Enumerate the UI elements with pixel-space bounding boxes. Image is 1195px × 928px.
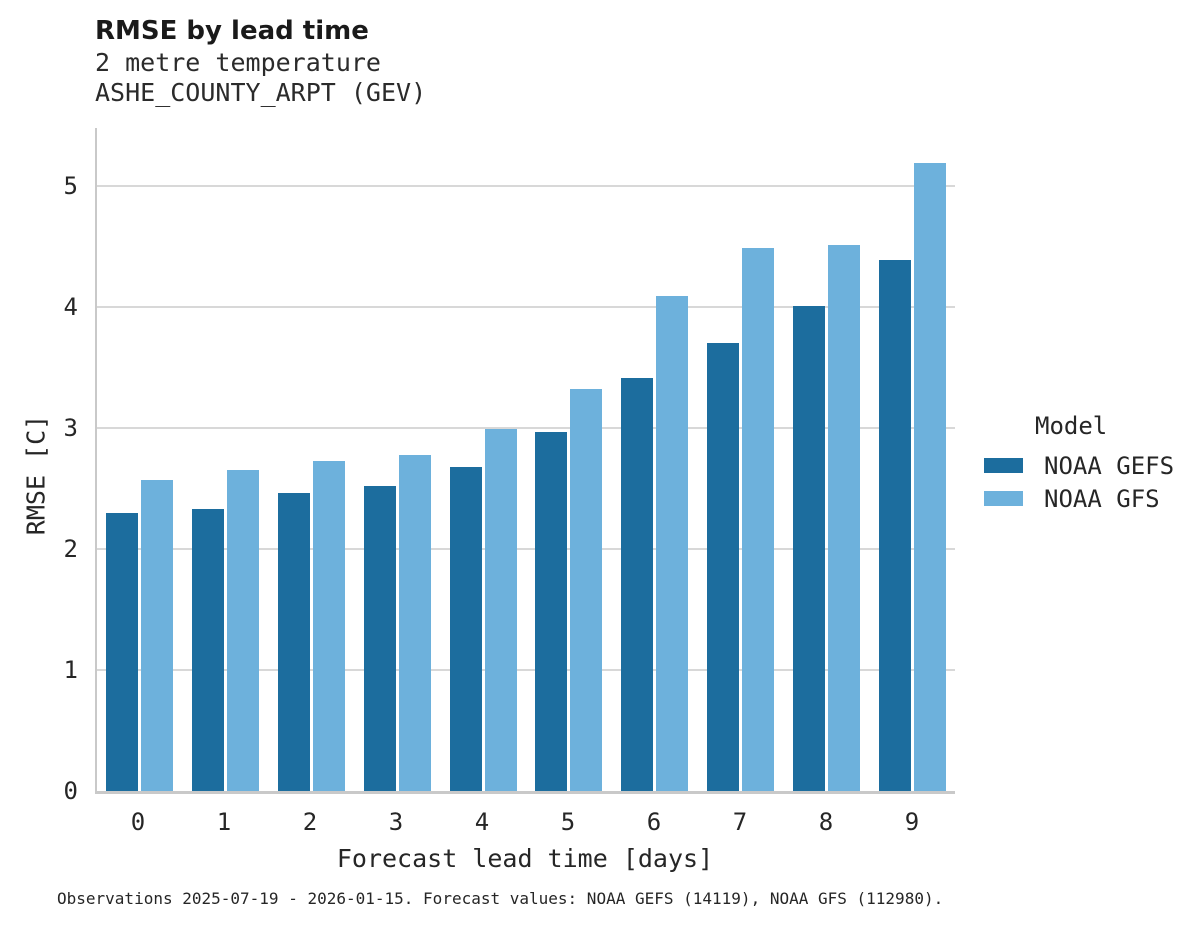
bar-noaa-gefs-lead-1: [192, 509, 225, 791]
bar-group-lead-0: [97, 128, 183, 791]
legend-items: NOAA GEFS NOAA GFS: [984, 449, 1174, 515]
bar-group-lead-8: [783, 128, 869, 791]
gridline-y-1: [97, 669, 955, 672]
bar-noaa-gfs-lead-3: [398, 454, 431, 791]
bar-noaa-gefs-lead-2: [277, 493, 310, 791]
chart-title: RMSE by lead time: [95, 16, 369, 46]
x-tick-label-7: 7: [732, 808, 748, 836]
bar-group-lead-4: [440, 128, 526, 791]
chart-header: RMSE by lead time 2 metre temperature AS…: [95, 14, 426, 108]
bar-group-lead-2: [269, 128, 355, 791]
x-tick-label-5: 5: [560, 808, 576, 836]
gridline-y-5: [97, 185, 955, 188]
x-tick-label-3: 3: [388, 808, 404, 836]
legend-item-noaa-gefs: NOAA GEFS: [984, 449, 1174, 482]
bar-noaa-gfs-lead-4: [484, 429, 517, 791]
x-tick-label-0: 0: [130, 808, 146, 836]
bar-group-lead-6: [612, 128, 698, 791]
y-tick-label-4: 4: [63, 293, 78, 322]
legend-swatch-icon: [984, 491, 1023, 506]
y-tick-label-3: 3: [63, 414, 78, 443]
x-axis-label: Forecast lead time [days]: [336, 844, 714, 873]
bar-group-lead-1: [183, 128, 269, 791]
bar-noaa-gefs-lead-5: [535, 431, 568, 791]
y-tick-label-1: 1: [63, 656, 78, 685]
gridline-y-3: [97, 427, 955, 430]
legend-item-label: NOAA GFS: [1044, 484, 1160, 513]
caption: Observations 2025-07-19 - 2026-01-15. Fo…: [57, 889, 944, 908]
x-tick-label-1: 1: [216, 808, 232, 836]
bar-noaa-gefs-lead-4: [449, 466, 482, 791]
bar-noaa-gfs-lead-6: [656, 296, 689, 791]
bar-noaa-gfs-lead-9: [913, 163, 946, 791]
y-tick-label-5: 5: [63, 172, 78, 201]
bar-group-lead-7: [698, 128, 784, 791]
x-tick-label-8: 8: [818, 808, 834, 836]
y-tick-label-0: 0: [63, 777, 78, 805]
bar-noaa-gefs-lead-9: [878, 259, 911, 791]
y-axis-ticks: 0 1 2 3 4 5: [0, 128, 78, 803]
bar-noaa-gefs-lead-8: [792, 305, 825, 791]
bar-noaa-gfs-lead-8: [827, 245, 860, 791]
chart-subtitle-station: ASHE_COUNTY_ARPT (GEV): [95, 78, 427, 107]
bar-noaa-gefs-lead-3: [363, 486, 396, 791]
bar-group-lead-3: [354, 128, 440, 791]
plot-area: [95, 128, 955, 794]
bar-noaa-gefs-lead-0: [106, 512, 139, 791]
bar-noaa-gfs-lead-7: [741, 247, 774, 791]
legend-swatch-icon: [984, 458, 1023, 473]
bar-noaa-gfs-lead-5: [570, 389, 603, 791]
x-tick-label-4: 4: [474, 808, 490, 836]
gridline-y-4: [97, 306, 955, 309]
x-tick-label-9: 9: [904, 808, 920, 836]
legend-item-label: NOAA GEFS: [1044, 451, 1175, 480]
x-tick-label-2: 2: [302, 808, 318, 836]
bar-group-lead-5: [526, 128, 612, 791]
legend: Model NOAA GEFS NOAA GFS: [984, 412, 1174, 515]
bar-noaa-gefs-lead-7: [706, 343, 739, 791]
bar-noaa-gefs-lead-6: [621, 378, 654, 791]
bar-noaa-gfs-lead-2: [312, 460, 345, 791]
bar-noaa-gfs-lead-0: [141, 480, 174, 791]
x-tick-label-6: 6: [646, 808, 662, 836]
chart-subtitle-variable: 2 metre temperature: [95, 48, 381, 77]
x-axis-ticks: 0 1 2 3 4 5 6 7 8 9: [95, 808, 955, 836]
bar-group-lead-9: [869, 128, 955, 791]
y-tick-label-2: 2: [63, 535, 78, 564]
gridline-y-2: [97, 548, 955, 551]
legend-item-noaa-gfs: NOAA GFS: [984, 482, 1174, 515]
bar-noaa-gfs-lead-1: [227, 470, 260, 791]
legend-title: Model: [1035, 412, 1108, 440]
